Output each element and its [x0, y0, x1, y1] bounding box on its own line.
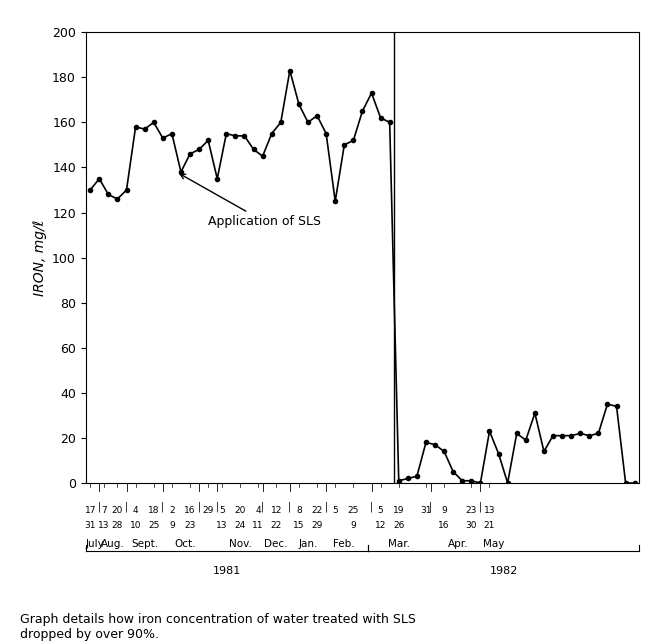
Text: 5: 5 — [378, 506, 384, 515]
Text: Oct.: Oct. — [175, 540, 196, 549]
Text: May: May — [483, 540, 505, 549]
Text: 13: 13 — [216, 522, 227, 530]
Text: 1981: 1981 — [213, 567, 241, 576]
Text: 5: 5 — [219, 506, 225, 515]
Text: 10: 10 — [130, 522, 141, 530]
Text: Aug.: Aug. — [101, 540, 125, 549]
Text: |: | — [215, 502, 219, 513]
Text: |: | — [198, 502, 201, 513]
Text: |: | — [161, 502, 165, 513]
Text: 22: 22 — [271, 522, 282, 530]
Text: 20: 20 — [112, 506, 123, 515]
Text: Graph details how iron concentration of water treated with SLS
dropped by over 9: Graph details how iron concentration of … — [20, 613, 416, 641]
Text: 13: 13 — [98, 522, 109, 530]
Text: 25: 25 — [148, 522, 159, 530]
Text: 18: 18 — [148, 506, 159, 515]
Text: Sept.: Sept. — [131, 540, 158, 549]
Text: Nov.: Nov. — [229, 540, 251, 549]
Text: 7: 7 — [101, 506, 107, 515]
Text: 16: 16 — [185, 506, 196, 515]
Text: 9: 9 — [351, 522, 357, 530]
Text: Feb.: Feb. — [333, 540, 355, 549]
Text: 8: 8 — [296, 506, 302, 515]
Text: 16: 16 — [438, 522, 450, 530]
Text: |: | — [288, 502, 291, 513]
Text: 31: 31 — [420, 506, 432, 515]
Text: 5: 5 — [332, 506, 338, 515]
Text: |: | — [98, 502, 101, 513]
Text: 1982: 1982 — [490, 567, 518, 576]
Text: 22: 22 — [312, 506, 323, 515]
Text: Dec.: Dec. — [264, 540, 288, 549]
Text: |: | — [370, 502, 373, 513]
Text: 23: 23 — [185, 522, 196, 530]
Text: 19: 19 — [393, 506, 405, 515]
Text: 23: 23 — [466, 506, 477, 515]
Text: 4: 4 — [132, 506, 138, 515]
Y-axis label: IRON, mg/ℓ: IRON, mg/ℓ — [32, 220, 47, 296]
Text: 2: 2 — [169, 506, 175, 515]
Text: 9: 9 — [169, 522, 175, 530]
Text: Jan.: Jan. — [299, 540, 318, 549]
Text: 21: 21 — [484, 522, 495, 530]
Text: 20: 20 — [234, 506, 246, 515]
Text: |: | — [429, 502, 432, 513]
Text: 26: 26 — [393, 522, 405, 530]
Text: 29: 29 — [312, 522, 323, 530]
Text: 30: 30 — [466, 522, 477, 530]
Text: |: | — [479, 502, 482, 513]
Text: 24: 24 — [235, 522, 246, 530]
Text: 28: 28 — [112, 522, 123, 530]
Text: 13: 13 — [484, 506, 496, 515]
Text: Application of SLS: Application of SLS — [180, 174, 321, 229]
Text: 4: 4 — [255, 506, 261, 515]
Text: 17: 17 — [84, 506, 96, 515]
Text: 12: 12 — [375, 522, 386, 530]
Text: 9: 9 — [442, 506, 447, 515]
Text: 29: 29 — [202, 506, 214, 515]
Text: |: | — [261, 502, 264, 513]
Text: 12: 12 — [271, 506, 282, 515]
Text: 15: 15 — [293, 522, 304, 530]
Text: Mar.: Mar. — [387, 540, 410, 549]
Text: |: | — [125, 502, 128, 513]
Text: 11: 11 — [252, 522, 264, 530]
Text: |: | — [324, 502, 328, 513]
Text: Apr.: Apr. — [447, 540, 468, 549]
Text: 25: 25 — [348, 506, 359, 515]
Text: July: July — [86, 540, 104, 549]
Text: 31: 31 — [84, 522, 96, 530]
